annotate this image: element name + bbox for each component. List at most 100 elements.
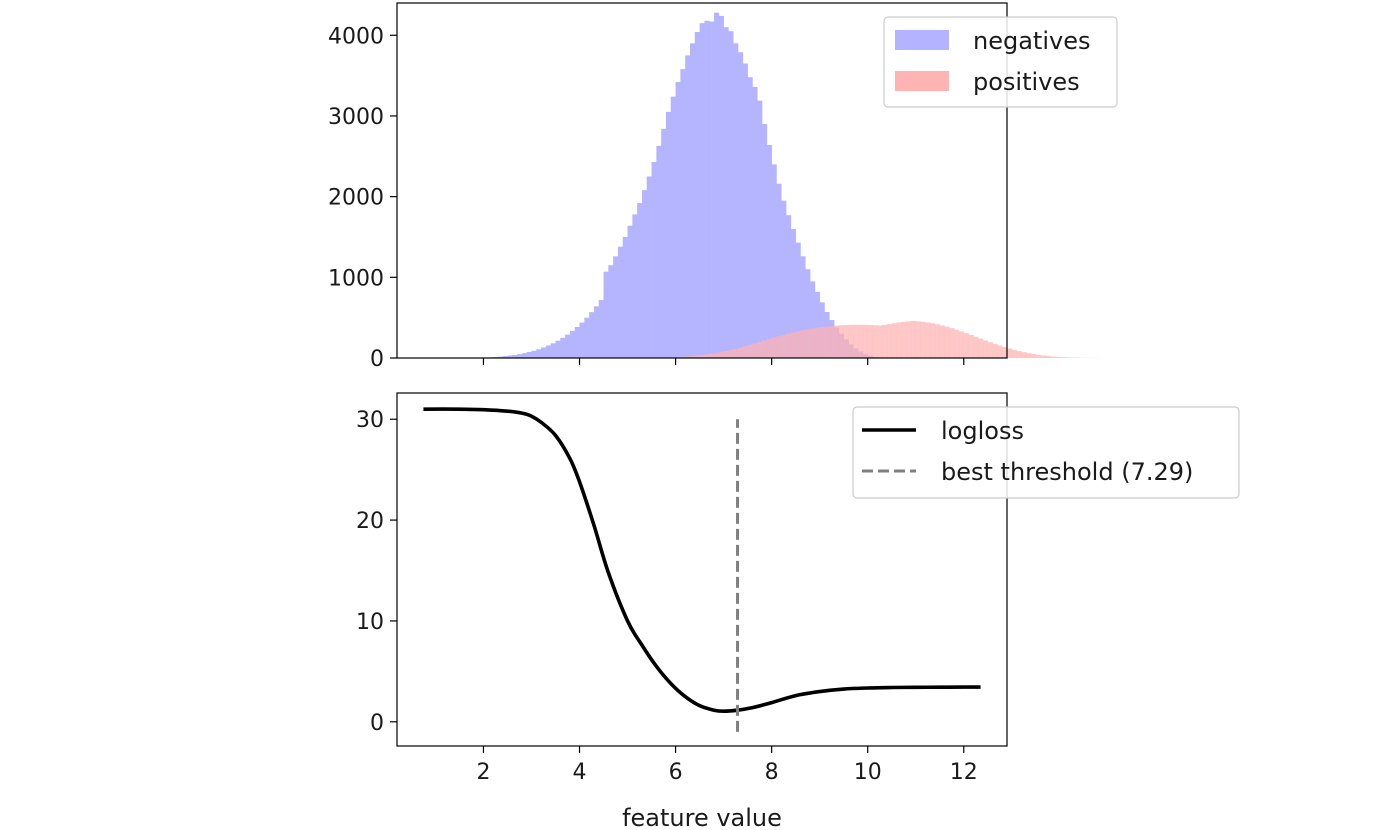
logloss-x-tick-label: 6 bbox=[669, 760, 683, 785]
histogram-bar-negatives bbox=[733, 43, 739, 359]
histogram-bar-positives bbox=[992, 343, 998, 358]
histogram-bar-negatives bbox=[718, 15, 724, 358]
histogram-bar-positives bbox=[944, 326, 950, 358]
histogram-bar-positives bbox=[800, 330, 806, 358]
histogram-bar-negatives bbox=[531, 350, 537, 358]
histogram-bar-positives bbox=[882, 324, 888, 358]
histogram-bar-negatives bbox=[656, 145, 662, 358]
histogram-bar-negatives bbox=[497, 356, 503, 358]
histogram-bar-negatives bbox=[790, 228, 796, 358]
histogram-bar-positives bbox=[886, 324, 893, 358]
histogram-bar-positives bbox=[906, 321, 912, 358]
histogram-bar-negatives bbox=[670, 96, 676, 358]
histogram-bar-positives bbox=[728, 349, 734, 358]
logloss-series bbox=[423, 407, 981, 732]
histogram-bar-positives bbox=[733, 348, 739, 358]
histogram-bar-positives bbox=[934, 324, 941, 358]
histogram-plot-spines bbox=[396, 2, 1008, 359]
histogram-bar-negatives bbox=[694, 32, 700, 359]
histogram-bar-negatives bbox=[646, 176, 652, 358]
histogram-bar-positives bbox=[853, 324, 859, 358]
histogram-bar-positives bbox=[1035, 354, 1041, 358]
histogram-bar-negatives bbox=[810, 281, 816, 358]
logloss-plot: 2 4 6 8 10 12 0 10 20 30 feature value logloss be… bbox=[356, 392, 1240, 830]
legend-swatch-positives bbox=[895, 71, 949, 91]
histogram-bar-negatives bbox=[574, 327, 580, 358]
histogram-bar-positives bbox=[709, 353, 715, 358]
histogram-bar-negatives bbox=[776, 183, 782, 358]
histogram-bar-positives bbox=[862, 324, 869, 358]
histogram-bar-positives bbox=[795, 331, 801, 358]
histogram-bar-positives bbox=[954, 329, 960, 358]
histogram-bar-positives bbox=[896, 322, 902, 358]
histogram-bar-negatives bbox=[714, 12, 720, 359]
histogram-bar-positives bbox=[838, 325, 844, 358]
histogram-bar-negatives bbox=[814, 291, 820, 358]
histogram-bar-positives bbox=[1031, 354, 1037, 358]
histogram-bar-negatives bbox=[517, 354, 523, 358]
histogram-bar-negatives bbox=[704, 20, 710, 358]
histogram-bars bbox=[483, 12, 1099, 359]
logloss-x-tick-label: 8 bbox=[765, 760, 779, 785]
histogram-bar-positives bbox=[1002, 347, 1008, 358]
histogram-bar-positives bbox=[1055, 356, 1061, 358]
histogram-bar-positives bbox=[872, 325, 878, 358]
histogram-plot: 0 1000 2000 3000 4000 negatives positives bbox=[328, 2, 1118, 372]
histogram-bar-negatives bbox=[781, 200, 787, 358]
histogram-bar-positives bbox=[1021, 352, 1027, 358]
histogram-bar-positives bbox=[766, 339, 772, 358]
histogram-bar-negatives bbox=[526, 352, 532, 358]
histogram-bar-negatives bbox=[651, 161, 657, 358]
histogram-bar-negatives bbox=[757, 100, 763, 359]
histogram-bar-negatives bbox=[795, 242, 801, 359]
logloss-x-tick-label: 12 bbox=[950, 760, 978, 785]
histogram-bar-positives bbox=[939, 325, 945, 358]
histogram-bar-positives bbox=[920, 321, 926, 358]
logloss-x-tick-label: 4 bbox=[573, 760, 587, 785]
histogram-bar-positives bbox=[810, 328, 816, 358]
histogram-bar-negatives bbox=[502, 356, 508, 358]
histogram-bar-negatives bbox=[613, 256, 619, 358]
histogram-bar-positives bbox=[978, 338, 984, 358]
histogram-bar-negatives bbox=[675, 82, 681, 358]
histogram-bar-negatives bbox=[800, 256, 806, 358]
histogram-bar-positives bbox=[814, 327, 820, 358]
histogram-bar-positives bbox=[704, 354, 710, 358]
histogram-bar-negatives bbox=[584, 317, 590, 358]
histogram-y-tick-label: 3000 bbox=[328, 105, 384, 130]
histogram-bar-positives bbox=[714, 352, 720, 358]
logloss-x-tick-label: 2 bbox=[476, 760, 490, 785]
histogram-bar-positives bbox=[843, 325, 849, 358]
histogram-bar-positives bbox=[694, 355, 700, 358]
histogram-bar-negatives bbox=[766, 145, 772, 358]
histogram-bar-negatives bbox=[598, 300, 604, 358]
histogram-bar-positives bbox=[747, 344, 753, 358]
histogram-bar-negatives bbox=[689, 43, 696, 359]
histogram-bar-positives bbox=[685, 356, 691, 358]
logloss-legend-box bbox=[852, 406, 1240, 499]
logloss-y-tick-label: 0 bbox=[370, 711, 384, 736]
histogram-bar-positives bbox=[1050, 356, 1056, 358]
logloss-x-tick-label: 10 bbox=[854, 760, 882, 785]
histogram-bar-positives bbox=[834, 325, 840, 358]
histogram-bar-positives bbox=[963, 333, 969, 358]
histogram-bar-negatives bbox=[593, 306, 600, 358]
histogram-bar-positives bbox=[1059, 357, 1065, 358]
histogram-bar-negatives bbox=[512, 354, 518, 358]
histogram-bar-positives bbox=[848, 324, 854, 358]
histogram-bar-negatives bbox=[762, 124, 768, 359]
histogram-bar-positives bbox=[1011, 349, 1017, 358]
histogram-bar-negatives bbox=[728, 31, 734, 359]
histogram-bar-negatives bbox=[565, 334, 571, 358]
histogram-bar-positives bbox=[718, 351, 724, 358]
histogram-bar-positives bbox=[829, 325, 835, 358]
histogram-bar-negatives bbox=[569, 330, 576, 358]
histogram-bar-negatives bbox=[665, 111, 672, 358]
histogram-bar-negatives bbox=[641, 190, 648, 358]
histogram-y-ticks: 0 1000 2000 3000 4000 bbox=[328, 24, 397, 372]
histogram-bar-positives bbox=[867, 325, 873, 358]
histogram-bar-negatives bbox=[627, 225, 633, 358]
histogram-bar-negatives bbox=[738, 52, 744, 358]
histogram-bar-positives bbox=[805, 329, 811, 358]
legend-label-positives: positives bbox=[973, 68, 1080, 96]
